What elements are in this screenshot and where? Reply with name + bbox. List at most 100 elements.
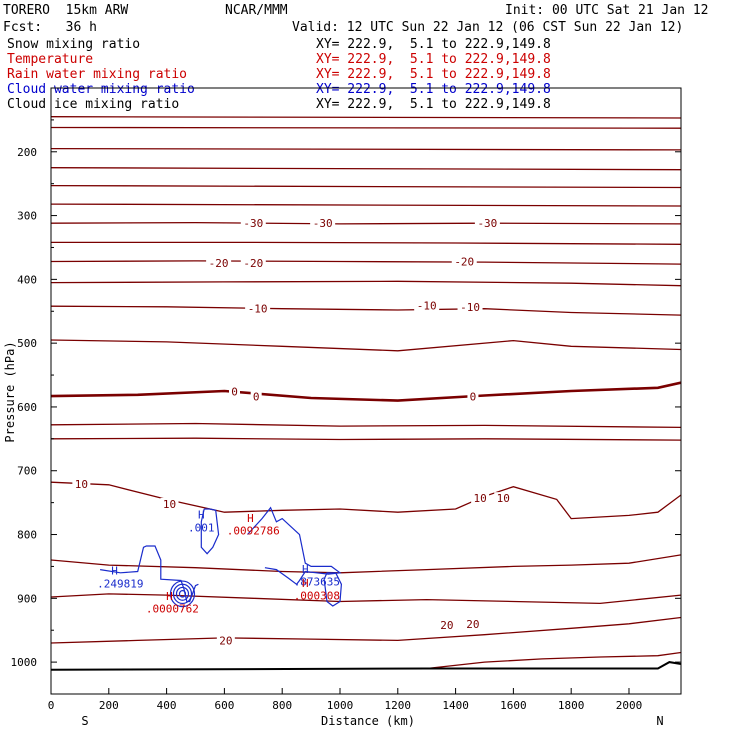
isotherm-label-8: -10 [460,301,480,314]
y-tick-label: 600 [17,401,37,414]
isotherm--15 [51,280,681,287]
isotherm--20 [51,260,681,265]
cloud-water-contour-0 [200,508,220,555]
extremum-marker-4: H [166,590,173,603]
extremum-marker-3: H [302,563,309,576]
x-tick-label: 200 [99,699,119,712]
y-tick-label: 700 [17,465,37,478]
isotherm-label-bg [467,390,479,403]
isotherm-5 [51,437,681,441]
extremum-marker-2: H [111,565,118,578]
y-tick-label: 900 [17,592,37,605]
isotherm-label-bg [414,299,440,312]
isotherm-label-bg [457,300,483,313]
legend-coords-cloud-water: XY= 222.9, 5.1 to 222.9,149.8 [316,82,551,97]
isotherm-label-7: -10 [417,300,437,313]
x-tick-label: 1800 [558,699,585,712]
isotherm-label-bg [240,256,266,269]
isotherm-label-4: -20 [243,257,263,270]
isotherm--40 [51,184,681,189]
extrema-group: H.001H.0092786H.249819H.873635H.0000762H… [97,509,340,616]
extremum-value-2: .249819 [97,577,143,590]
endpoint-left-label: S [81,714,88,728]
isotherm-label-16: 20 [219,634,232,647]
isotherm-label-bg [437,619,456,632]
extremum-value-5: .000308 [294,590,340,603]
isotherm-10 [51,481,681,520]
isotherm-label-bg [240,217,266,230]
cloud-water-cell-ring-0 [178,590,187,598]
isotherm-15 [51,554,681,574]
legend-coords-temperature: XY= 222.9, 5.1 to 222.9,149.8 [316,52,551,67]
y-tick-label: 500 [17,337,37,350]
isotherm-label-bg [474,217,500,230]
isotherm-label-bg [250,390,262,403]
isotherm-label-11: 0 [470,391,477,404]
cloud-water-cell-ring-2 [172,583,193,605]
isotherm-label-bg [229,385,241,398]
organization-label: NCAR/MMM [225,3,288,18]
isotherm-label-bg [245,302,271,315]
isotherm-label-13: 10 [163,498,176,511]
x-tick-label: 400 [157,699,177,712]
isotherm-label-bg [206,256,232,269]
y-tick-label: 1000 [11,656,38,669]
isotherm-label-10: 0 [253,391,260,404]
ground-group [50,661,682,671]
isotherm-label-9: 0 [231,386,238,399]
cloud-water-contour-2 [100,545,199,603]
x-tick-label: 1600 [500,699,527,712]
isotherm-label-bg [160,497,179,510]
isotherm-label-5: -20 [454,256,474,269]
x-tick-label: 600 [214,699,234,712]
isotherm-label-1: -30 [313,217,333,230]
isotherm-label-bg [310,217,336,230]
legend-coords-rain: XY= 222.9, 5.1 to 222.9,149.8 [316,67,551,82]
isotherm-label-6: -10 [248,303,268,316]
isotherm-5 [51,422,681,429]
isotherm--55 [51,126,681,129]
plot-frame [50,87,682,695]
y-tick-label: 200 [17,146,37,159]
isotherm--45 [51,167,681,171]
model-title: TORERO 15km ARW [3,3,129,18]
isotherm--25 [51,241,681,245]
isotherm-label-0: -30 [243,217,263,230]
x-tick-label: 0 [48,699,55,712]
isotherm-label-bg [451,255,477,268]
isotherm-25 [426,651,681,670]
extremum-marker-1: H [247,512,254,525]
isotherm-label-17: 20 [440,619,453,632]
legend-name-temperature: Temperature [7,52,94,67]
isotherm--50 [51,147,681,151]
contour-label-group: -30 -30 -30 -20 -20 -20 -10 -10 -10 0 0 0 10 10 10 10 20… [72,217,513,647]
isotherm-label-bg [216,634,235,647]
extremum-value-3: .873635 [294,576,340,589]
y-axis-title: Pressure (hPa) [3,341,17,442]
isotherm--30 [51,221,681,225]
x-tick-label: 1000 [327,699,354,712]
cloud-water-cell-ring-3 [169,580,196,608]
endpoint-right-label: N [656,714,663,728]
isotherm-label-15: 10 [497,492,510,505]
cloud-water-contour-3 [323,572,343,607]
extremum-marker-0: H [198,509,205,522]
x-tick-label: 1400 [442,699,469,712]
y-tick-label: 800 [17,529,37,542]
legend-name-snow: Snow mixing ratio [7,37,141,52]
x-axis-title: Distance (km) [321,714,415,728]
isotherm-label-bg [471,492,490,505]
valid-time: Valid: 12 UTC Sun 22 Jan 12 (06 CST Sun … [292,20,684,35]
isotherm-label-14: 10 [474,492,487,505]
cloud-water-group [100,506,343,608]
isotherm-label-bg [463,617,482,630]
cloud-water-contour-1 [247,506,342,586]
forecast-hour: Fcst: 36 h [3,20,97,35]
extremum-value-4: .0000762 [146,602,199,615]
isotherm--5 [51,339,681,352]
isotherm-label-12: 10 [75,478,88,491]
legend-name-cloud-water: Cloud water mixing ratio [7,82,195,97]
isotherm--10 [51,305,681,316]
